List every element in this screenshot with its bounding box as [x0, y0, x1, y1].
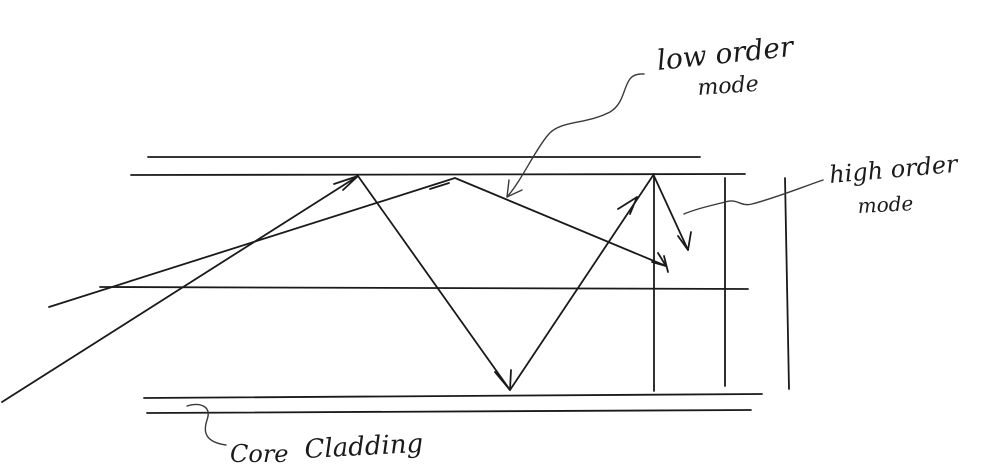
steep-ray-arrowhead-1 — [333, 175, 359, 191]
core-top-line — [130, 173, 746, 176]
high-order-label-line2: mode — [857, 191, 914, 218]
high-order-ray-path — [653, 175, 689, 251]
core-bottom-line — [143, 393, 763, 399]
fiber-boundaries — [99, 156, 763, 414]
core-cladding-pointer — [186, 403, 227, 446]
cladding-bottom-outer-line — [146, 409, 752, 414]
low-order-label-line1: low order — [655, 30, 796, 77]
low-order-pointer-arrowhead — [506, 179, 523, 198]
core-label: Core — [230, 440, 289, 468]
steep-ray-path — [1, 173, 655, 403]
steep-ray — [1, 173, 655, 403]
high-order-pointer-curve — [683, 179, 824, 215]
high-order-ray-arrowhead — [677, 231, 692, 251]
vertical-line-3 — [784, 177, 790, 390]
shallow-ray-arrowhead-1 — [429, 182, 450, 190]
high-order-pointer — [683, 179, 824, 215]
low-order-pointer-curve — [506, 73, 645, 198]
core-cladding-pointer-curve — [186, 403, 227, 446]
center-axis-line — [99, 286, 749, 290]
low-order-pointer — [506, 73, 645, 198]
low-order-label-line2: mode — [697, 72, 760, 101]
cladding-label: Cladding — [304, 429, 424, 465]
steep-ray-arrowhead-3 — [617, 196, 638, 215]
shallow-ray-tick — [663, 255, 669, 273]
high-order-label-line1: high order — [828, 150, 960, 189]
steep-ray-arrowhead-2 — [494, 369, 512, 391]
shallow-ray — [48, 177, 669, 308]
shallow-ray-path — [48, 177, 667, 308]
vertical-lines — [653, 175, 790, 392]
high-order-reflection — [653, 175, 692, 251]
